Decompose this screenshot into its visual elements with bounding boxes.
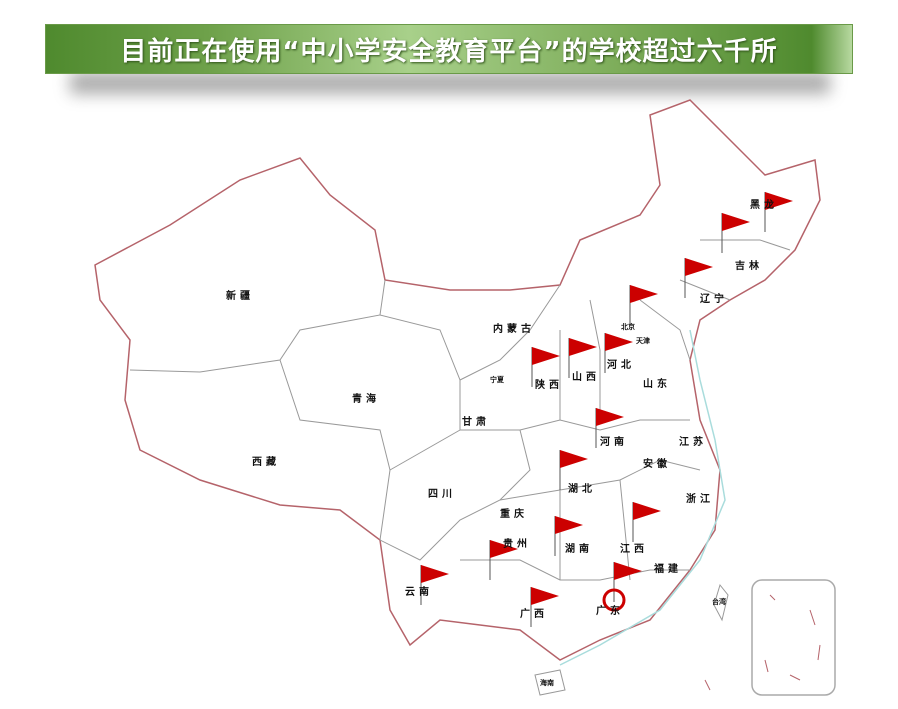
province-label: 山西 (572, 372, 600, 383)
province-label: 云南 (405, 587, 433, 598)
red-flag-icon (559, 450, 588, 490)
province-label: 贵州 (503, 539, 531, 550)
province-label: 海南 (540, 679, 554, 687)
province-label: 青海 (352, 394, 380, 405)
province-label: 陕西 (535, 380, 563, 391)
red-flag-icon (531, 347, 560, 387)
province-label: 福建 (654, 564, 682, 575)
province-label: 辽宁 (700, 294, 728, 305)
province-label: 黑龙 (750, 200, 778, 211)
province-label: 内蒙古 (493, 324, 535, 335)
red-flag-icon (554, 516, 583, 556)
province-borders (129, 239, 791, 581)
banner-shadow (70, 72, 830, 94)
red-flag-icon (613, 562, 642, 602)
nine-dash-line (704, 594, 821, 691)
red-flag-icon (595, 408, 624, 448)
coastline (559, 329, 726, 666)
province-label: 湖北 (568, 484, 596, 495)
province-label: 新疆 (226, 291, 254, 302)
red-flag-icon (604, 333, 633, 373)
title-banner: 目前正在使用“中小学安全教育平台”的学校超过六千所 (45, 24, 853, 74)
china-outline (94, 99, 821, 661)
province-label: 宁夏 (490, 376, 504, 384)
red-flag-icon (632, 502, 661, 542)
province-label: 四川 (428, 489, 456, 500)
province-label: 台湾 (712, 598, 726, 606)
red-flag-icon (629, 285, 658, 325)
province-label: 河北 (607, 360, 635, 371)
red-flag-icon (420, 565, 449, 605)
province-label: 湖南 (565, 544, 593, 555)
province-label: 重庆 (500, 509, 528, 520)
red-flag-icon (489, 540, 518, 580)
south-china-sea-inset (751, 579, 836, 696)
red-flag-icon (721, 213, 750, 253)
target-circle (602, 588, 626, 612)
province-label: 江西 (620, 544, 648, 555)
province-label: 西藏 (252, 457, 280, 468)
province-label: 河南 (600, 437, 628, 448)
red-flag-icon (684, 258, 713, 298)
province-label: 北京 (621, 323, 635, 331)
province-label: 天津 (636, 337, 650, 345)
red-flag-icon (568, 338, 597, 378)
province-label: 浙江 (686, 494, 714, 505)
province-label: 安徽 (643, 459, 671, 470)
province-label: 广东 (596, 606, 624, 617)
province-label: 江苏 (679, 437, 707, 448)
red-flag-icon (764, 192, 793, 232)
province-label: 甘肃 (462, 417, 490, 428)
red-flag-icon (530, 587, 559, 627)
page-title: 目前正在使用“中小学安全教育平台”的学校超过六千所 (120, 36, 778, 67)
province-label: 山东 (643, 379, 671, 390)
province-label: 吉林 (735, 261, 763, 272)
hainan-shape (534, 669, 566, 696)
province-label: 广西 (520, 609, 548, 620)
taiwan-shape (713, 583, 729, 622)
